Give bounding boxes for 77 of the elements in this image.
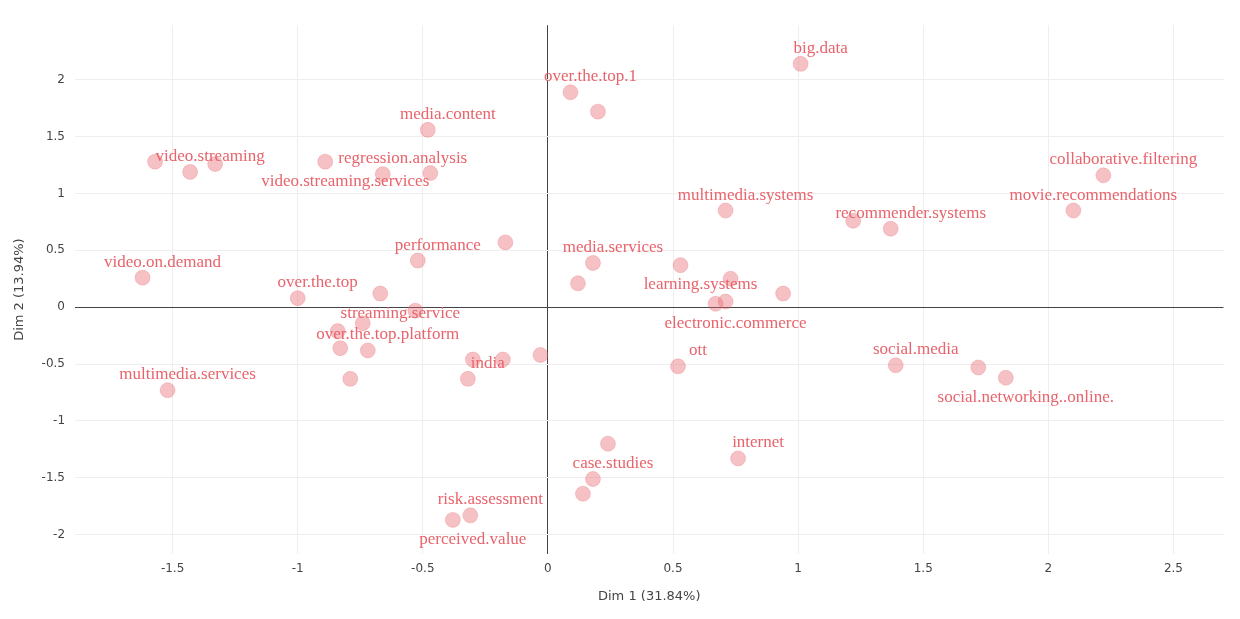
point [532,346,549,363]
point [1065,202,1082,219]
data-label: streaming.service [340,302,460,322]
y-tick-label: 1 [57,185,66,200]
y-axis-title: Dim 2 (13.94%) [11,238,27,341]
y-tick-label: 2 [57,71,66,86]
x-tick-label: -1 [291,561,304,576]
data-label: risk.assessment [437,489,544,509]
point [584,470,601,487]
x-tick-label: -0.5 [411,561,435,576]
data-label: perceived.value [419,528,527,548]
point [444,511,461,528]
data-label: multimedia.services [119,364,256,384]
data-label: ott [689,340,708,360]
y-tick-label: 0.5 [45,242,66,257]
data-label: big.data [793,37,849,57]
point [419,121,436,138]
data-label: social.networking..online. [937,386,1115,406]
y-tick-label: -2 [53,526,66,541]
point [970,359,987,376]
data-label: recommender.systems [835,202,987,222]
x-tick-label: 1 [794,561,802,576]
point [562,84,579,101]
data-label: media.content [399,103,496,123]
x-tick-label: 2 [1044,561,1053,576]
point [342,370,359,387]
point [775,285,792,302]
point [589,103,606,120]
data-label: media.services [562,236,664,256]
point [717,293,734,310]
point [289,290,306,307]
y-tick-label: 0 [57,299,66,314]
data-label: regression.analysis [338,148,468,168]
point [134,269,151,286]
data-label: movie.recommendations [1009,184,1178,204]
data-label: case.studies [572,452,654,472]
point [997,369,1014,386]
x-tick-label: -1.5 [160,561,185,576]
y-tick-label: 1.5 [45,128,66,143]
data-label: over.the.top.platform [316,324,460,344]
point [317,153,334,170]
y-tick-label: -1.5 [41,469,66,484]
data-label: internet [732,432,785,452]
data-label: collaborative.filtering [1049,149,1198,169]
x-tick-label: 2.5 [1163,561,1183,576]
point [372,285,389,302]
data-label: performance [394,234,481,254]
data-label: electronic.commerce [664,312,807,332]
point [574,485,591,502]
data-label: social.media [872,339,959,359]
point [599,435,616,452]
point [1095,167,1112,184]
point [584,254,601,271]
point [459,370,476,387]
x-axis-title: Dim 1 (31.84%) [597,587,701,603]
data-label: over.the.top.1 [543,66,637,86]
x-tick-label: 0 [544,561,552,576]
x-tick-label: 0.5 [663,561,683,576]
point [359,342,376,359]
x-tick-label: 1.5 [913,561,933,576]
point [462,507,479,524]
data-label: over.the.top [277,272,358,292]
point [672,257,689,274]
point [670,358,687,375]
point [730,450,747,467]
point [569,275,586,292]
data-label: video.on.demand [104,251,222,271]
y-tick-label: -1 [53,413,66,428]
data-label: video.streaming.services [261,170,430,190]
data-label: india [470,352,506,372]
point [497,234,514,251]
y-tick-label: -0.5 [41,356,66,371]
data-label: multimedia.systems [677,184,814,204]
data-label: learning.systems [643,274,758,294]
data-label: video.streaming [155,145,266,165]
point [887,357,904,374]
point [159,382,176,399]
